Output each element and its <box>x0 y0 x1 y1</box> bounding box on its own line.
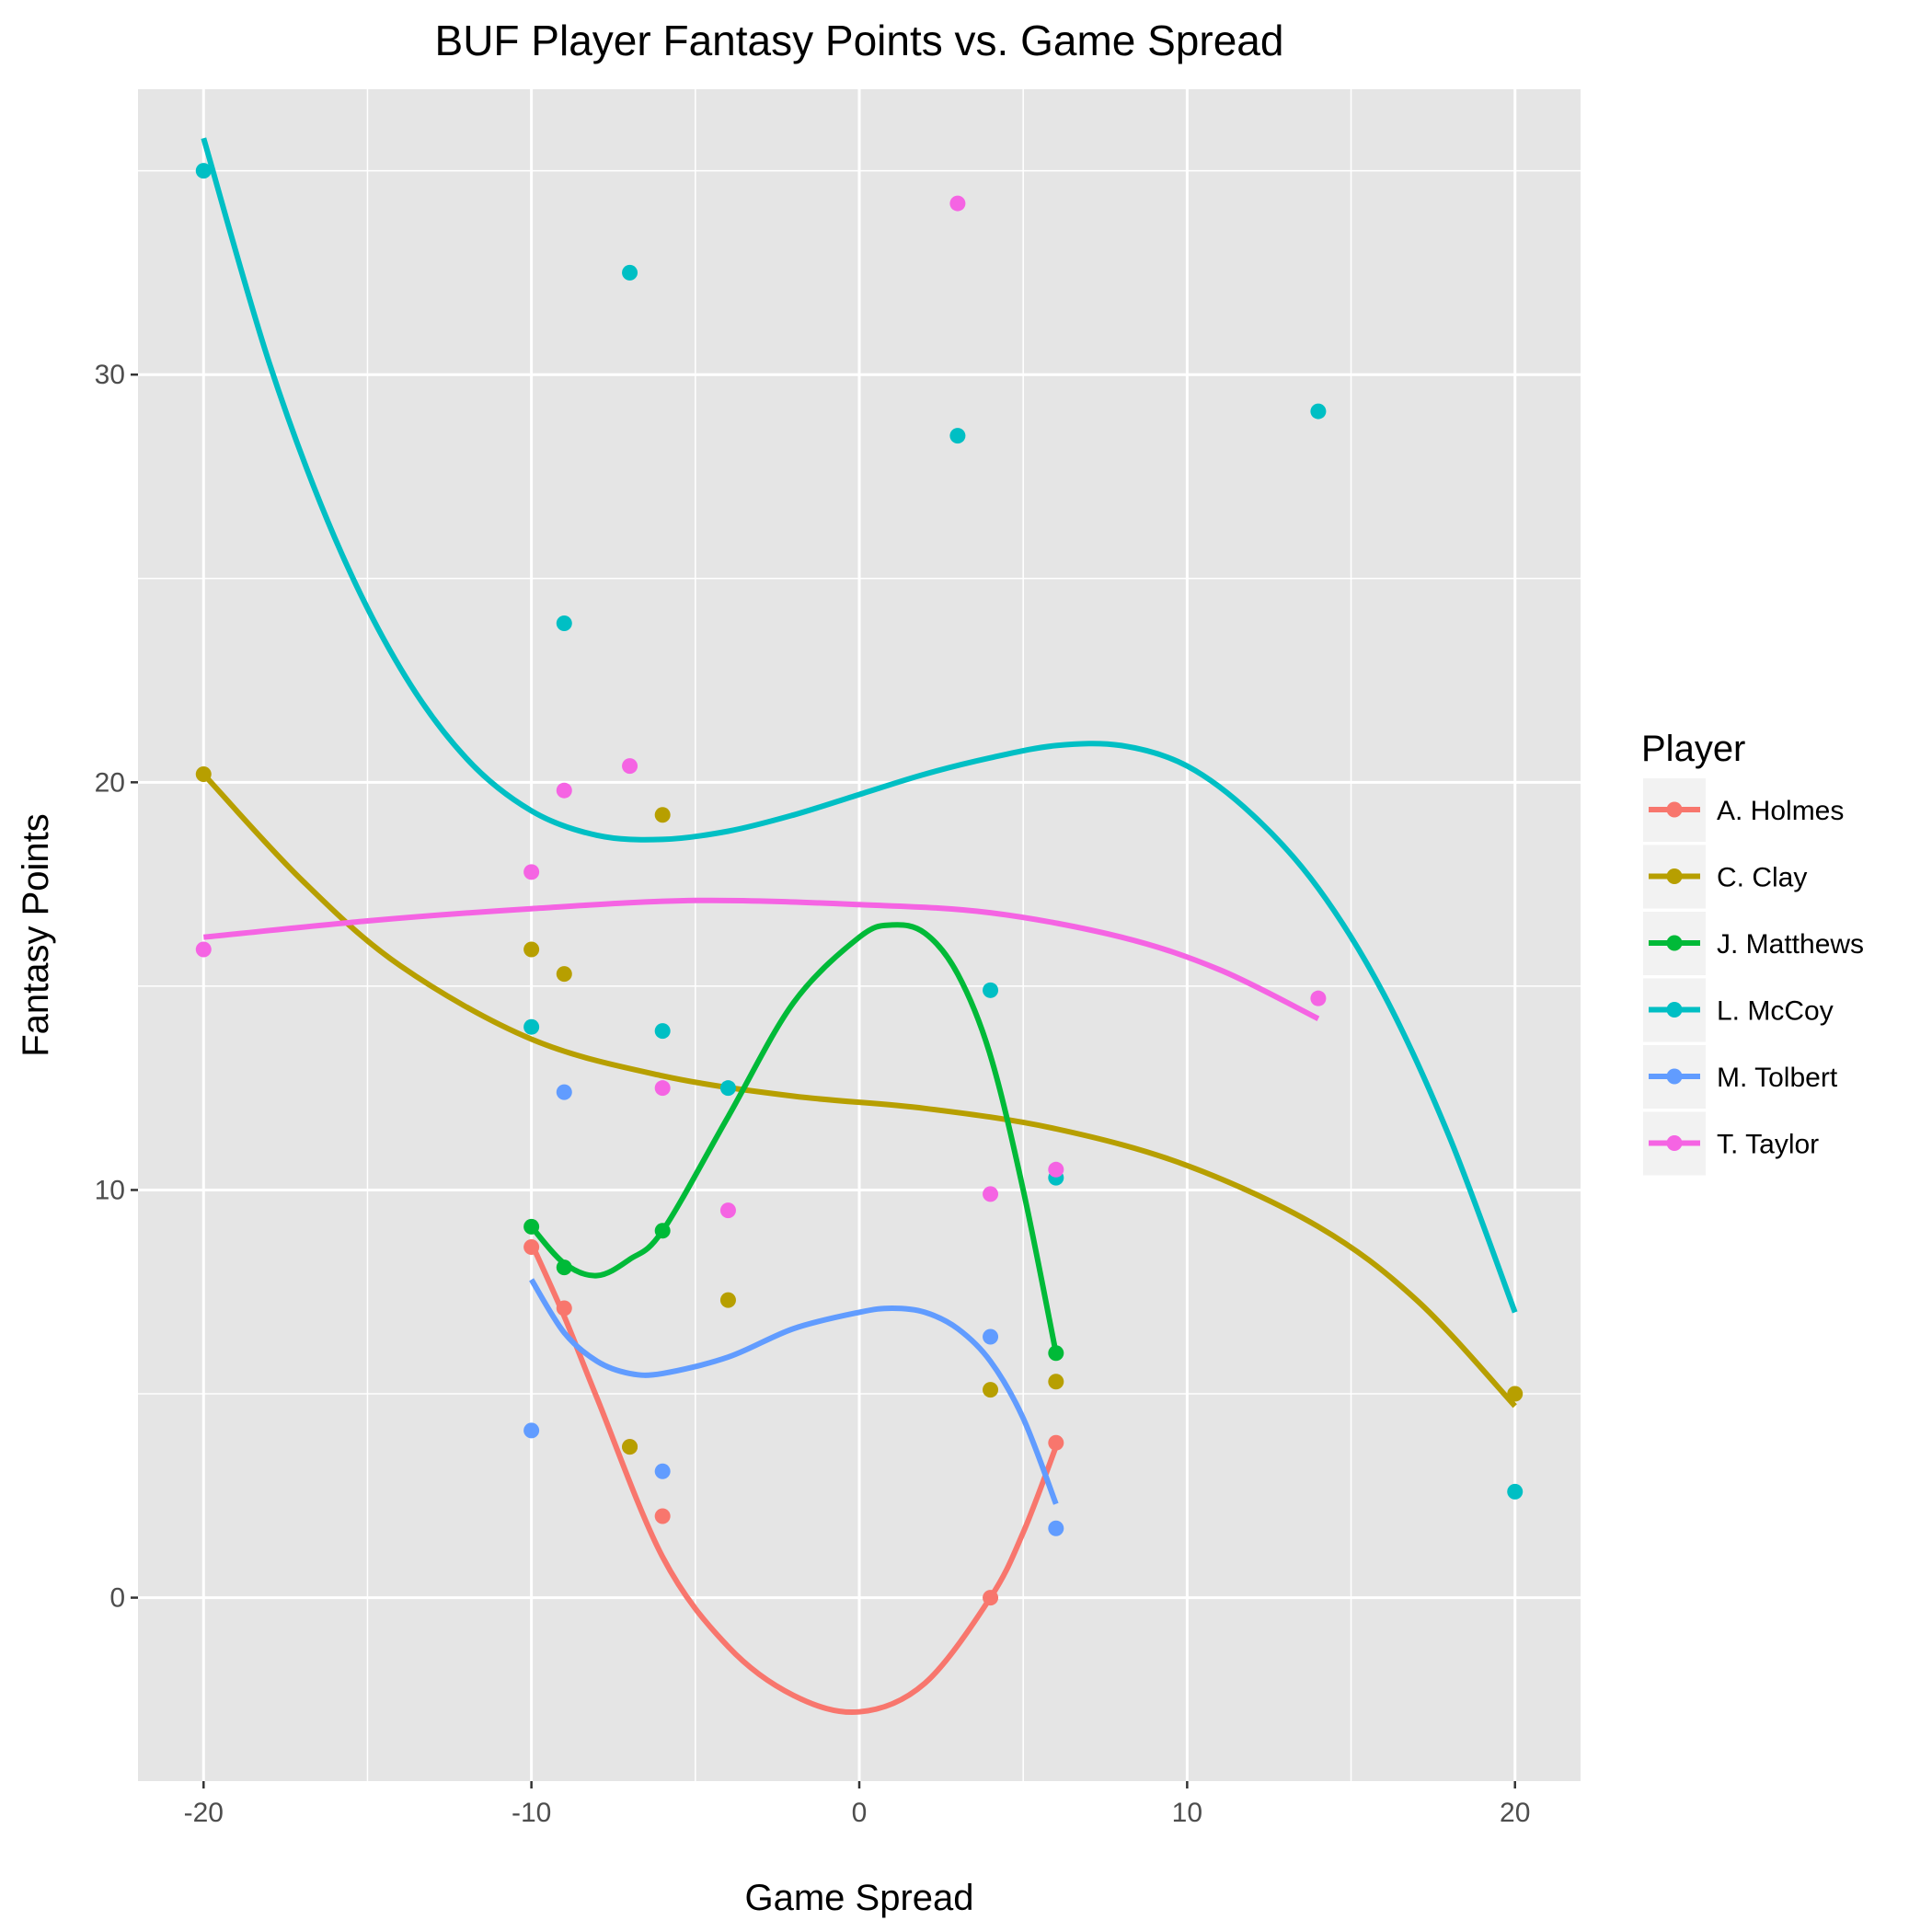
legend-title: Player <box>1641 729 1745 769</box>
data-point-l-mccoy <box>654 1023 671 1040</box>
data-point-c-clay <box>622 1439 638 1455</box>
data-point-j-matthews <box>523 1218 540 1235</box>
data-point-a-holmes <box>1048 1434 1064 1451</box>
data-point-l-mccoy <box>719 1080 736 1097</box>
smooth-line-j-matthews <box>529 922 1059 1354</box>
data-point-l-mccoy <box>556 615 572 632</box>
x-axis-title: Game Spread <box>744 1878 973 1918</box>
data-point-t-taylor <box>1310 990 1327 1006</box>
data-point-t-taylor <box>949 195 966 212</box>
data-point-l-mccoy <box>949 428 966 444</box>
data-point-l-mccoy <box>195 163 212 179</box>
legend-label-m-tolbert: M. Tolbert <box>1717 1063 1838 1093</box>
y-tick-label: 30 <box>95 360 125 390</box>
data-point-j-matthews <box>556 1259 572 1276</box>
data-point-c-clay <box>983 1382 999 1398</box>
data-point-t-taylor <box>622 758 638 775</box>
data-point-a-holmes <box>983 1590 999 1606</box>
data-point-m-tolbert <box>1048 1520 1064 1536</box>
x-tick-label: -10 <box>512 1798 551 1828</box>
legend-point-a-holmes <box>1666 801 1683 818</box>
legend-label-c-clay: C. Clay <box>1717 863 1807 893</box>
x-tick-label: -20 <box>184 1798 224 1828</box>
legend-label-a-holmes: A. Holmes <box>1717 796 1844 826</box>
data-point-m-tolbert <box>983 1328 999 1345</box>
legend-point-m-tolbert <box>1666 1068 1683 1085</box>
smooth-line-c-clay <box>201 772 1517 1409</box>
chart-title: BUF Player Fantasy Points vs. Game Sprea… <box>435 17 1284 64</box>
data-point-t-taylor <box>719 1202 736 1219</box>
data-point-c-clay <box>719 1292 736 1308</box>
y-axis-title: Fantasy Points <box>16 813 56 1057</box>
smooth-line-t-taylor <box>203 897 1320 1021</box>
data-point-t-taylor <box>556 782 572 799</box>
data-point-t-taylor <box>195 941 212 958</box>
legend-point-j-matthews <box>1666 935 1683 951</box>
legend-label-l-mccoy: L. McCoy <box>1717 996 1834 1027</box>
x-tick-label: 0 <box>852 1798 868 1828</box>
legend-point-l-mccoy <box>1666 1002 1683 1018</box>
data-point-a-holmes <box>654 1508 671 1524</box>
data-point-l-mccoy <box>1507 1483 1524 1500</box>
smooth-line-l-mccoy <box>201 137 1518 1314</box>
legend-point-t-taylor <box>1666 1135 1683 1151</box>
y-tick-label: 0 <box>109 1583 125 1614</box>
y-tick-label: 10 <box>95 1175 125 1205</box>
data-point-t-taylor <box>983 1186 999 1202</box>
data-point-j-matthews <box>1048 1345 1064 1362</box>
legend-point-c-clay <box>1666 868 1683 884</box>
data-point-l-mccoy <box>523 1018 540 1035</box>
data-point-c-clay <box>654 807 671 823</box>
data-point-a-holmes <box>523 1238 540 1255</box>
legend-label-j-matthews: J. Matthews <box>1717 929 1864 960</box>
x-tick-label: 20 <box>1500 1798 1530 1828</box>
legend-label-t-taylor: T. Taylor <box>1717 1130 1819 1160</box>
data-point-j-matthews <box>654 1223 671 1239</box>
data-point-c-clay <box>1507 1386 1524 1402</box>
data-point-a-holmes <box>556 1300 572 1317</box>
data-point-c-clay <box>1048 1374 1064 1390</box>
y-tick-label: 20 <box>95 767 125 798</box>
data-point-m-tolbert <box>523 1422 540 1439</box>
data-point-t-taylor <box>654 1080 671 1097</box>
data-point-m-tolbert <box>556 1084 572 1100</box>
x-tick-label: 10 <box>1172 1798 1202 1828</box>
data-point-c-clay <box>195 765 212 782</box>
data-point-c-clay <box>556 966 572 983</box>
data-point-l-mccoy <box>622 264 638 281</box>
smooth-line-m-tolbert <box>529 1278 1059 1505</box>
data-point-c-clay <box>523 941 540 958</box>
data-point-t-taylor <box>1048 1161 1064 1178</box>
data-point-l-mccoy <box>1310 403 1327 420</box>
data-point-t-taylor <box>523 864 540 880</box>
data-point-m-tolbert <box>654 1463 671 1479</box>
data-point-l-mccoy <box>983 982 999 998</box>
smooth-line-a-holmes <box>528 1241 1059 1716</box>
